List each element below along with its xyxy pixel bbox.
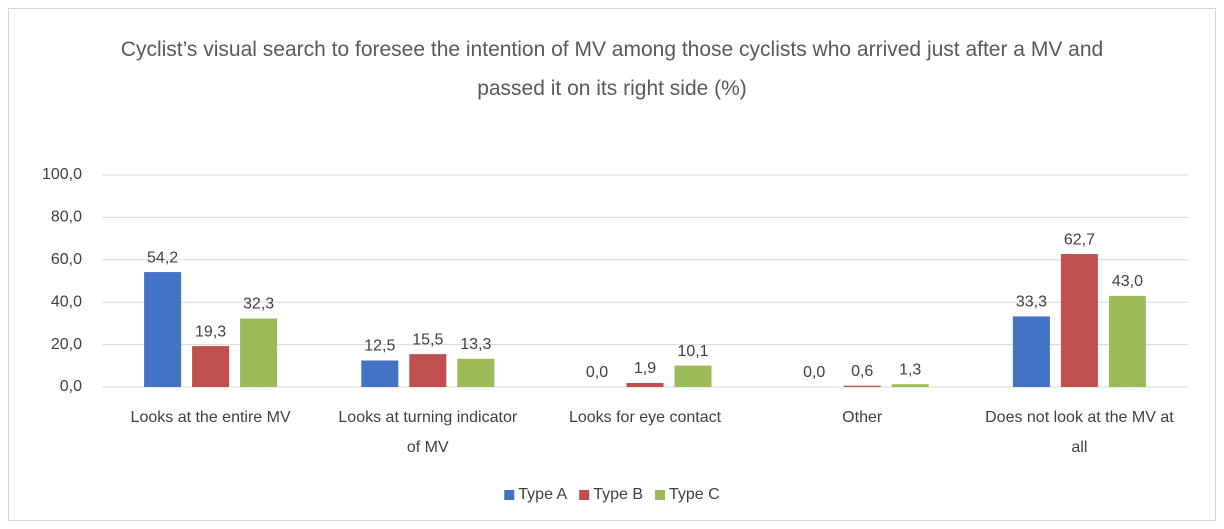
x-tick-label: Looks for eye contact — [568, 409, 722, 426]
y-tick-label: 80,0 — [51, 209, 82, 226]
y-tick-label: 40,0 — [51, 293, 82, 310]
bar — [891, 384, 929, 387]
legend-swatch — [655, 490, 666, 500]
data-label: 62,7 — [1064, 231, 1095, 248]
legend-label: Type B — [593, 486, 643, 503]
x-tick-label: Looks at the entire MV — [130, 409, 291, 426]
legend-label: Type C — [669, 486, 720, 503]
y-tick-label: 20,0 — [51, 336, 82, 353]
data-label: 43,0 — [1112, 273, 1143, 290]
bar — [457, 358, 495, 387]
bar — [240, 318, 278, 387]
bar — [843, 385, 881, 387]
data-label: 33,3 — [1016, 294, 1047, 311]
legend-label: Type A — [518, 486, 567, 503]
bar — [361, 360, 399, 387]
data-label: 0,0 — [586, 364, 608, 381]
bar — [626, 382, 664, 387]
y-tick-label: 60,0 — [51, 251, 82, 268]
x-tick-label: Does not look at the MV at all — [985, 409, 1174, 456]
chart-border — [8, 8, 1216, 521]
bar — [674, 365, 712, 387]
bar — [144, 272, 182, 387]
data-label: 32,3 — [243, 296, 274, 313]
data-label: 1,3 — [899, 361, 921, 378]
bar — [1060, 254, 1098, 387]
x-tick-label: Looks at turning indicator of MV — [338, 409, 518, 456]
x-tick-label: Other — [842, 409, 883, 426]
data-label: 0,0 — [803, 364, 825, 381]
chart-title: Cyclist’s visual search to foresee the i… — [120, 38, 1104, 100]
bar — [192, 346, 230, 387]
data-label: 0,6 — [851, 363, 873, 380]
bar — [1012, 316, 1050, 387]
data-label: 19,3 — [195, 323, 226, 340]
legend-swatch — [579, 490, 590, 500]
data-label: 54,2 — [147, 249, 178, 266]
data-label: 1,9 — [634, 360, 656, 377]
data-label: 13,3 — [460, 336, 491, 353]
y-tick-label: 100,0 — [42, 166, 82, 183]
data-label: 10,1 — [677, 343, 708, 360]
bar — [409, 354, 447, 387]
y-tick-label: 0,0 — [60, 378, 82, 395]
bar — [1108, 295, 1146, 387]
data-label: 15,5 — [412, 331, 443, 348]
data-label: 12,5 — [364, 338, 395, 355]
legend-swatch — [504, 490, 515, 500]
